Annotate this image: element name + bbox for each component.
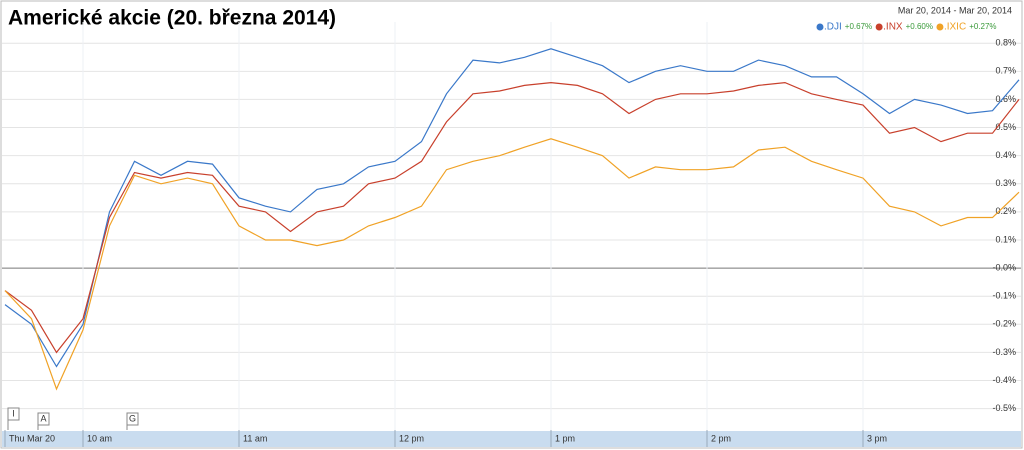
legend-marker xyxy=(875,23,883,31)
legend-marker xyxy=(936,23,944,31)
y-tick-label: 0.7% xyxy=(995,66,1016,76)
y-tick-label: 0.2% xyxy=(995,206,1016,216)
line xyxy=(4,48,1020,368)
y-tick-label: 0.5% xyxy=(995,122,1016,132)
y-tick-label: 0.8% xyxy=(995,38,1016,48)
flag-label: G xyxy=(129,413,136,423)
x-tick-label: 12 pm xyxy=(399,433,424,443)
chart-title: Americké akcie (20. března 2014) xyxy=(8,7,336,30)
legend-name: .IXIC xyxy=(944,22,966,33)
x-tick-label: 2 pm xyxy=(711,433,731,443)
flag-box xyxy=(37,412,50,426)
line xyxy=(4,81,1020,354)
y-tick-label: -0.0% xyxy=(992,262,1016,272)
legend-marker xyxy=(816,23,824,31)
flag-label: I xyxy=(12,408,15,418)
y-tick-label: 0.4% xyxy=(995,150,1016,160)
y-tick-label: -0.5% xyxy=(992,403,1016,413)
flag-box xyxy=(7,407,20,421)
time-bar xyxy=(2,431,1021,447)
flag-box xyxy=(126,412,139,426)
legend-change: +0.27% xyxy=(969,22,996,31)
y-tick-label: -0.4% xyxy=(992,375,1016,385)
x-tick-label: Thu Mar 20 xyxy=(9,433,55,443)
x-tick-label: 1 pm xyxy=(555,433,575,443)
y-tick-label: -0.2% xyxy=(992,319,1016,329)
y-tick-label: 0.1% xyxy=(995,234,1016,244)
flag-label: A xyxy=(40,413,46,423)
legend-change: +0.60% xyxy=(906,22,933,31)
line xyxy=(4,138,1020,391)
x-tick-label: 3 pm xyxy=(867,433,887,443)
y-tick-label: -0.3% xyxy=(992,347,1016,357)
x-tick-label: 11 am xyxy=(243,433,267,443)
y-tick-label: 0.3% xyxy=(995,178,1016,188)
date-range: Mar 20, 2014 - Mar 20, 2014 xyxy=(898,5,1012,15)
legend-change: +0.67% xyxy=(845,22,872,31)
y-tick-label: 0.6% xyxy=(995,94,1016,104)
legend-name: .DJI xyxy=(824,22,842,33)
legend-name: .INX xyxy=(883,22,903,33)
x-tick-label: 10 am xyxy=(87,433,112,443)
y-tick-label: -0.1% xyxy=(992,291,1016,301)
